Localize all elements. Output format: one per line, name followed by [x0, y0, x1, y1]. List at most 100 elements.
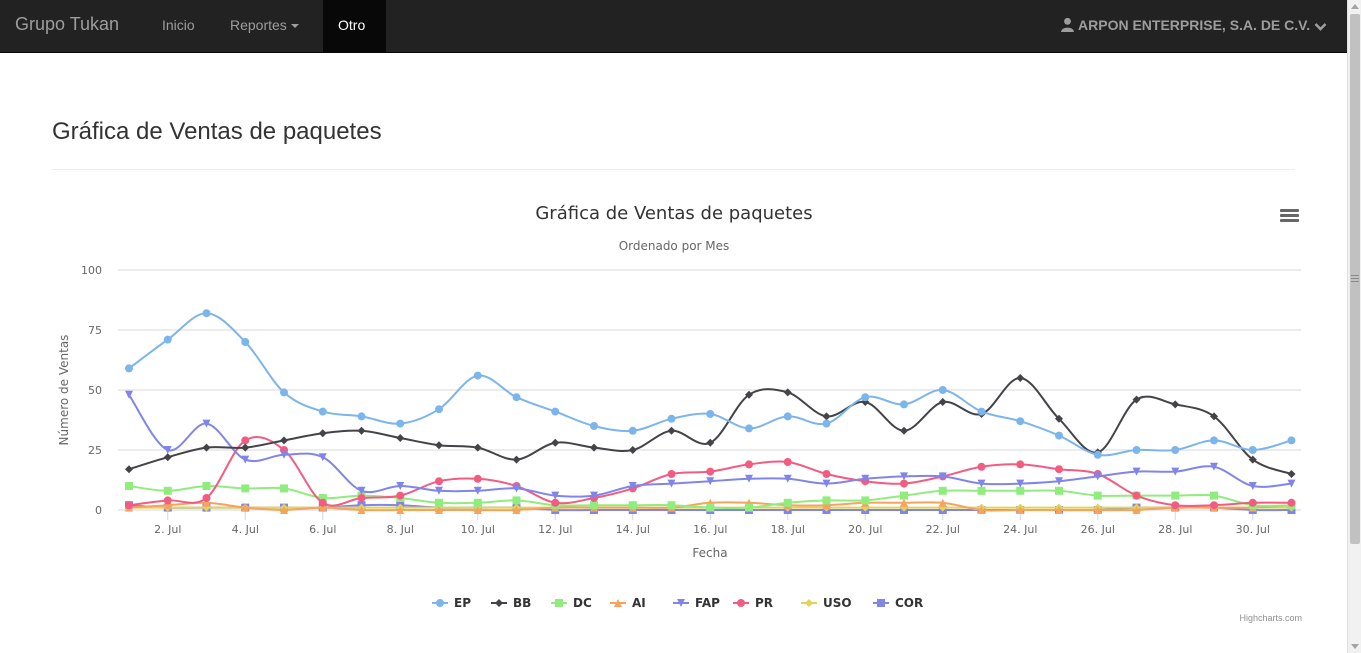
y-axis-title: Número de Ventas — [57, 335, 71, 446]
data-point-pr — [551, 498, 560, 507]
data-point-pr — [706, 467, 715, 476]
legend-item-ep[interactable]: EP — [432, 596, 471, 610]
menu-bar — [1280, 214, 1299, 217]
nav-item-inicio[interactable]: Inicio — [147, 0, 210, 53]
user-menu[interactable]: ARPON ENTERPRISE, S.A. DE C.V. — [1060, 0, 1327, 50]
data-point-pr — [1248, 498, 1257, 507]
data-point-pr — [1210, 501, 1218, 510]
data-point-fap — [202, 419, 211, 428]
data-point-ai — [938, 498, 947, 507]
data-point-dc — [1093, 491, 1102, 500]
nav-item-reportes[interactable]: Reportes — [215, 0, 314, 53]
series-group — [125, 309, 1296, 514]
chevron-down-icon — [1314, 23, 1327, 31]
legend-item-pr[interactable]: PR — [733, 596, 773, 610]
data-point-bb — [396, 434, 405, 442]
legend-item-cor[interactable]: COR — [873, 596, 923, 610]
data-point-ai — [357, 506, 366, 514]
data-point-bb — [1016, 374, 1025, 382]
data-point-fap — [1210, 462, 1218, 471]
data-point-ai — [396, 506, 405, 514]
data-point-bb — [783, 388, 792, 397]
x-axis-ticks: 2. Jul 4. Jul 6. Jul 8. Jul 10. Jul 12. Jul 14… — [154, 510, 1270, 536]
data-point-pr — [357, 494, 366, 502]
data-point-ep — [396, 419, 405, 428]
data-point-fap — [512, 484, 521, 493]
series-line-ep — [128, 312, 1292, 457]
x-tick-label: 8. Jul — [387, 523, 414, 536]
data-point-fap — [706, 477, 715, 486]
x-tick-label: 2. Jul — [154, 523, 181, 536]
nav-item-otro[interactable]: Otro — [323, 0, 386, 53]
x-tick-label: 20. Jul — [848, 523, 882, 536]
scrollbar[interactable] — [1347, 0, 1361, 653]
context-menu-icon[interactable] — [1280, 209, 1299, 222]
data-point-pr — [202, 494, 211, 502]
data-point-ep — [1171, 446, 1180, 454]
x-tick-label: 10. Jul — [461, 523, 495, 536]
legend-item-dc[interactable]: DC — [551, 596, 592, 610]
data-point-fap — [628, 482, 637, 490]
data-point-bb — [125, 465, 133, 474]
scroll-grip-line — [1351, 278, 1359, 279]
credits-link[interactable]: Highcharts.com — [1239, 613, 1302, 623]
data-point-dc — [822, 496, 831, 505]
data-point-ai — [473, 506, 482, 514]
data-point-ep — [280, 388, 288, 397]
x-axis-title: Fecha — [692, 546, 727, 560]
legend-item-fap[interactable]: FAP — [673, 596, 720, 610]
legend-label: COR — [895, 596, 923, 610]
data-point-bb — [706, 438, 715, 447]
data-point-pr — [318, 498, 327, 507]
legend-item-bb[interactable]: BB — [491, 596, 531, 610]
data-point-ep — [512, 393, 521, 402]
divider — [52, 169, 1295, 170]
scroll-grip-line — [1351, 275, 1359, 276]
data-point-ai — [512, 506, 521, 514]
data-point-pr — [1016, 460, 1025, 469]
data-point-dc — [318, 494, 327, 502]
x-tick-label: 4. Jul — [232, 523, 259, 536]
legend-symbol-dc — [555, 599, 563, 607]
data-point-bb — [512, 455, 521, 464]
x-tick-label: 16. Jul — [693, 523, 727, 536]
data-point-ep — [125, 364, 133, 373]
data-point-ep — [163, 335, 172, 344]
legend-item-uso[interactable]: USO — [801, 596, 852, 610]
legend-symbol-ai — [614, 599, 622, 607]
data-point-fap — [745, 474, 753, 483]
data-point-fap — [1055, 477, 1063, 486]
legend-label: BB — [513, 596, 531, 610]
series-ep — [125, 309, 1296, 459]
scroll-up-arrow-icon[interactable] — [1351, 4, 1359, 9]
data-point-fap — [163, 446, 172, 454]
data-point-bb — [202, 443, 211, 452]
data-point-ep — [473, 371, 482, 380]
data-point-fap — [241, 455, 250, 464]
brand-link[interactable]: Grupo Tukan — [15, 14, 120, 34]
legend[interactable]: EP BB DC AI FAP PR USO COR — [432, 596, 923, 610]
data-point-dc — [1210, 491, 1218, 500]
data-point-ep — [667, 414, 676, 423]
legend-label: PR — [755, 596, 773, 610]
legend-label: DC — [573, 596, 592, 610]
data-point-dc — [280, 484, 288, 493]
data-point-ep — [628, 426, 637, 435]
data-point-dc — [977, 486, 986, 495]
data-point-pr — [125, 501, 133, 510]
legend-item-ai[interactable]: AI — [610, 596, 646, 610]
scroll-thumb[interactable] — [1350, 14, 1360, 544]
data-point-ai — [1055, 506, 1063, 514]
legend-symbol-cor — [877, 599, 885, 607]
scroll-down-arrow-icon[interactable] — [1351, 644, 1359, 649]
x-tick-label: 6. Jul — [309, 523, 336, 536]
data-point-bb — [628, 446, 637, 454]
data-point-pr — [1055, 465, 1063, 474]
data-point-bb — [357, 426, 366, 435]
data-point-dc — [628, 501, 637, 510]
data-point-pr — [1287, 498, 1296, 507]
data-point-dc — [667, 501, 676, 510]
data-point-fap — [357, 486, 366, 495]
data-point-ep — [1210, 436, 1218, 445]
x-tick-label: 12. Jul — [538, 523, 572, 536]
